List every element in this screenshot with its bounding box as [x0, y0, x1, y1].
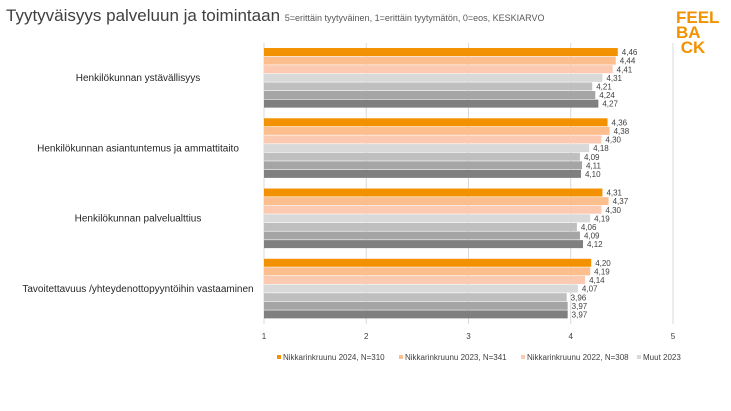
x-tick-label: 4	[569, 332, 574, 341]
data-label: 3,97	[572, 302, 588, 311]
data-label: 4,21	[596, 83, 612, 92]
x-tick-label: 1	[262, 332, 267, 341]
data-label: 3,96	[571, 293, 587, 302]
chart-subtitle: 5=erittäin tyytyväinen, 1=erittäin tyyty…	[284, 13, 545, 23]
data-label: 4,07	[582, 285, 598, 294]
data-label: 4,24	[599, 91, 615, 100]
chart-title: Tyytyväisyys palveluun ja toimintaan 5=e…	[6, 6, 544, 26]
bar	[264, 169, 581, 178]
data-label: 4,06	[581, 223, 597, 232]
data-label: 4,09	[584, 232, 600, 241]
legend-swatch	[521, 355, 525, 359]
x-tick-label: 2	[364, 332, 369, 341]
data-label: 4,19	[594, 267, 610, 276]
legend-swatch	[637, 355, 641, 359]
data-label: 3,97	[572, 310, 588, 319]
bar	[264, 65, 613, 74]
category-label: Tavoitettavuus /yhteydenottopyyntöihin v…	[22, 284, 253, 295]
data-label: 4,09	[584, 153, 600, 162]
bar	[264, 267, 591, 276]
bar	[264, 310, 568, 319]
legend-entry: Nikkarinkruunu 2023, N=341	[405, 353, 507, 362]
data-label: 4,30	[605, 136, 621, 145]
feelback-logo: FEEL BA CK	[676, 8, 720, 57]
legend-entry: Muut 2023	[643, 353, 681, 362]
legend-entry: Nikkarinkruunu 2024, N=310	[283, 353, 385, 362]
data-label: 4,18	[593, 144, 609, 153]
bar	[264, 73, 603, 82]
data-label: 4,37	[613, 197, 629, 206]
data-label: 4,31	[606, 74, 622, 83]
bar	[264, 118, 608, 127]
bar	[264, 56, 616, 65]
bar	[264, 99, 599, 108]
legend-swatch	[399, 355, 403, 359]
bar	[264, 91, 596, 100]
data-label: 4,11	[586, 161, 602, 170]
x-tick-label: 3	[466, 332, 471, 341]
data-label: 4,46	[622, 48, 638, 57]
bar	[264, 188, 603, 197]
data-label: 4,41	[617, 65, 633, 74]
data-label: 4,27	[602, 100, 618, 109]
bar	[264, 197, 609, 206]
bar	[264, 161, 582, 170]
data-label: 4,14	[589, 276, 605, 285]
title-text: Tyytyväisyys palveluun ja toimintaan	[6, 6, 281, 25]
data-label: 4,10	[585, 170, 601, 179]
data-label: 4,36	[612, 118, 628, 127]
x-tick-label: 5	[671, 332, 676, 341]
bar	[264, 214, 591, 223]
data-label: 4,31	[606, 189, 622, 198]
category-label: Henkilökunnan palvelualttius	[75, 214, 202, 225]
bar	[264, 275, 586, 284]
bar	[264, 135, 602, 144]
legend-entry: Nikkarinkruunu 2022, N=308	[527, 353, 629, 362]
bar	[264, 301, 568, 310]
data-label: 4,30	[605, 206, 621, 215]
bar	[264, 293, 567, 302]
bar	[264, 152, 580, 161]
legend-swatch	[277, 355, 281, 359]
bar	[264, 284, 578, 293]
bar	[264, 205, 602, 214]
bar	[264, 231, 580, 240]
bar	[264, 222, 577, 231]
bar	[264, 48, 618, 57]
bar	[264, 126, 610, 135]
category-label: Henkilökunnan asiantuntemus ja ammattita…	[37, 143, 239, 154]
bar	[264, 82, 593, 91]
bar	[264, 258, 592, 267]
bar	[264, 144, 590, 153]
data-label: 4,12	[587, 240, 603, 249]
data-label: 4,44	[620, 57, 636, 66]
data-label: 4,20	[595, 259, 611, 268]
category-label: Henkilökunnan ystävällisyys	[76, 73, 201, 84]
bar	[264, 240, 584, 249]
data-label: 4,19	[594, 214, 610, 223]
data-label: 4,38	[614, 127, 630, 136]
